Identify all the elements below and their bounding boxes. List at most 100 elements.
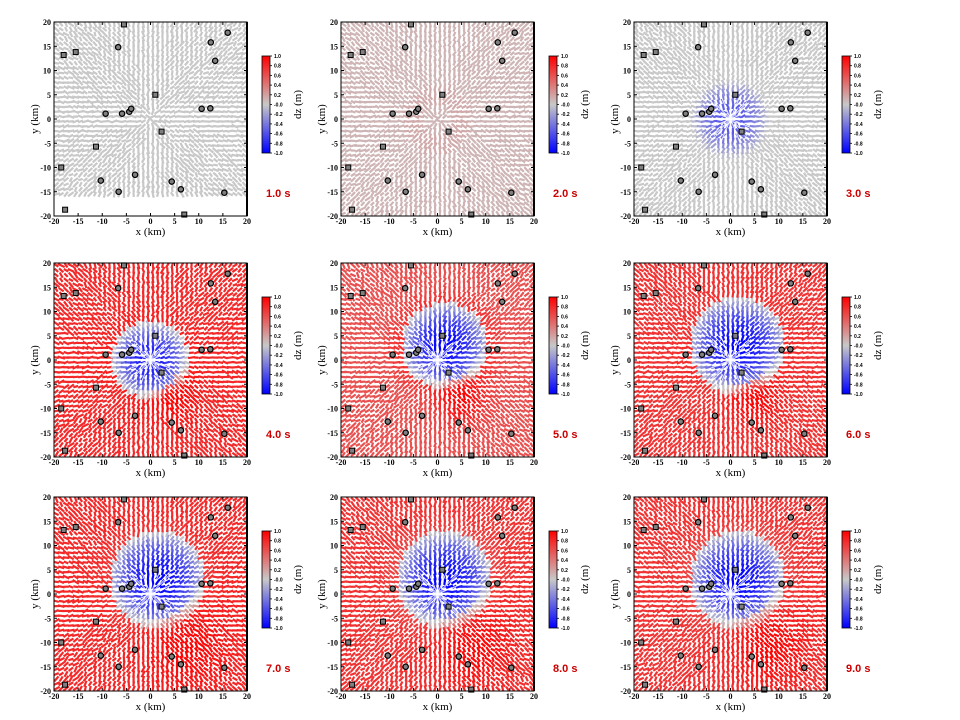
vector-arrow: [54, 192, 61, 196]
vector-arrow: [154, 122, 161, 130]
vector-arrow: [740, 31, 745, 37]
vector-arrow: [384, 209, 390, 216]
vector-arrow: [767, 143, 776, 149]
vector-arrow: [241, 70, 247, 76]
vector-arrow: [213, 22, 218, 28]
vector-arrow: [754, 88, 760, 96]
vector-arrow: [141, 162, 146, 168]
vector-arrow: [193, 142, 200, 149]
vector-arrow: [769, 60, 774, 67]
vector-arrow: [236, 31, 244, 37]
vector-arrow: [433, 84, 437, 91]
vector-arrow: [212, 177, 219, 183]
vector-arrow: [461, 94, 467, 100]
vector-arrow: [164, 94, 171, 100]
vector-arrow: [145, 103, 151, 111]
colorbar-tick-label: -0.2: [854, 112, 863, 118]
vector-arrow: [218, 22, 223, 28]
vector-arrow: [120, 74, 128, 82]
vector-arrow: [652, 210, 659, 216]
vector-arrow: [815, 138, 824, 143]
vector-arrow: [475, 22, 482, 29]
vector-arrow: [183, 89, 190, 96]
vector-arrow: [418, 176, 423, 183]
vector-arrow: [365, 35, 370, 43]
vector-arrow: [189, 60, 194, 67]
vector-arrow: [422, 83, 429, 92]
vector-arrow: [782, 142, 790, 149]
vector-arrow: [364, 156, 371, 164]
vector-arrow: [773, 65, 780, 72]
vector-arrow: [748, 109, 756, 115]
vector-arrow: [383, 45, 391, 52]
vector-arrow: [509, 129, 516, 133]
vector-arrow: [360, 41, 366, 47]
vector-arrow: [451, 157, 457, 164]
vector-arrow: [668, 22, 673, 28]
vector-arrow: [642, 186, 650, 192]
vector-arrow: [690, 69, 698, 77]
vector-arrow: [476, 54, 481, 62]
vector-arrow: [687, 26, 692, 33]
vector-arrow: [504, 74, 511, 81]
vector-arrow: [494, 50, 501, 57]
vector-arrow: [180, 31, 184, 37]
radial-spoke: [730, 118, 740, 141]
vector-arrow: [475, 156, 482, 164]
vector-arrow: [485, 162, 491, 168]
vector-arrow: [393, 55, 400, 62]
vector-arrow: [86, 31, 94, 37]
vector-arrow: [344, 31, 352, 37]
vector-arrow: [461, 171, 467, 179]
vector-arrow: [667, 133, 673, 139]
vector-arrow: [345, 206, 351, 212]
vector-arrow: [422, 108, 429, 115]
vector-arrow: [443, 41, 447, 47]
vector-arrow: [523, 55, 530, 62]
vector-arrow: [82, 60, 89, 66]
vector-arrow: [677, 153, 683, 158]
vector-arrow: [461, 146, 467, 155]
vector-arrow: [513, 185, 521, 194]
vector-arrow: [494, 110, 502, 114]
vector-arrow: [802, 129, 809, 134]
vector-arrow: [146, 171, 150, 179]
vector-arrow: [165, 70, 170, 76]
vector-arrow: [754, 190, 760, 198]
vector-arrow: [714, 114, 722, 119]
vector-arrow: [687, 186, 692, 193]
vector-arrow: [54, 70, 60, 76]
vector-arrow: [702, 190, 706, 198]
vector-arrow: [792, 139, 800, 143]
vector-arrow: [213, 40, 219, 48]
vector-arrow: [227, 85, 233, 90]
station-circle: [389, 110, 396, 117]
vector-arrow: [493, 75, 502, 80]
vector-arrow: [91, 65, 99, 71]
vector-arrow: [744, 161, 751, 169]
vector-arrow: [78, 143, 84, 149]
station-square: [60, 51, 67, 58]
vector-arrow: [480, 147, 487, 154]
vector-arrow: [503, 79, 512, 86]
vector-arrow: [236, 171, 244, 178]
vector-arrow: [745, 36, 750, 42]
vector-arrow: [63, 182, 70, 187]
vector-arrow: [816, 35, 823, 43]
vector-arrow: [349, 133, 357, 139]
vector-arrow: [666, 119, 674, 124]
station-circle: [402, 188, 409, 196]
vector-arrow: [379, 59, 385, 67]
vector-arrow: [412, 124, 420, 129]
y-tick-label: 15: [330, 42, 338, 51]
vector-arrow: [446, 123, 453, 130]
vector-arrow: [443, 103, 447, 110]
vector-arrow: [480, 185, 487, 194]
vector-arrow: [427, 123, 434, 130]
vector-arrow: [518, 104, 526, 109]
panel-40: -20 -15 -10 -5 0 5 10 15 2020151050-5-10-15-20x …: [29, 259, 304, 479]
vector-arrow: [130, 83, 137, 92]
vector-arrow: [480, 25, 487, 33]
vector-arrow: [159, 94, 166, 101]
vector-arrow: [509, 55, 515, 62]
